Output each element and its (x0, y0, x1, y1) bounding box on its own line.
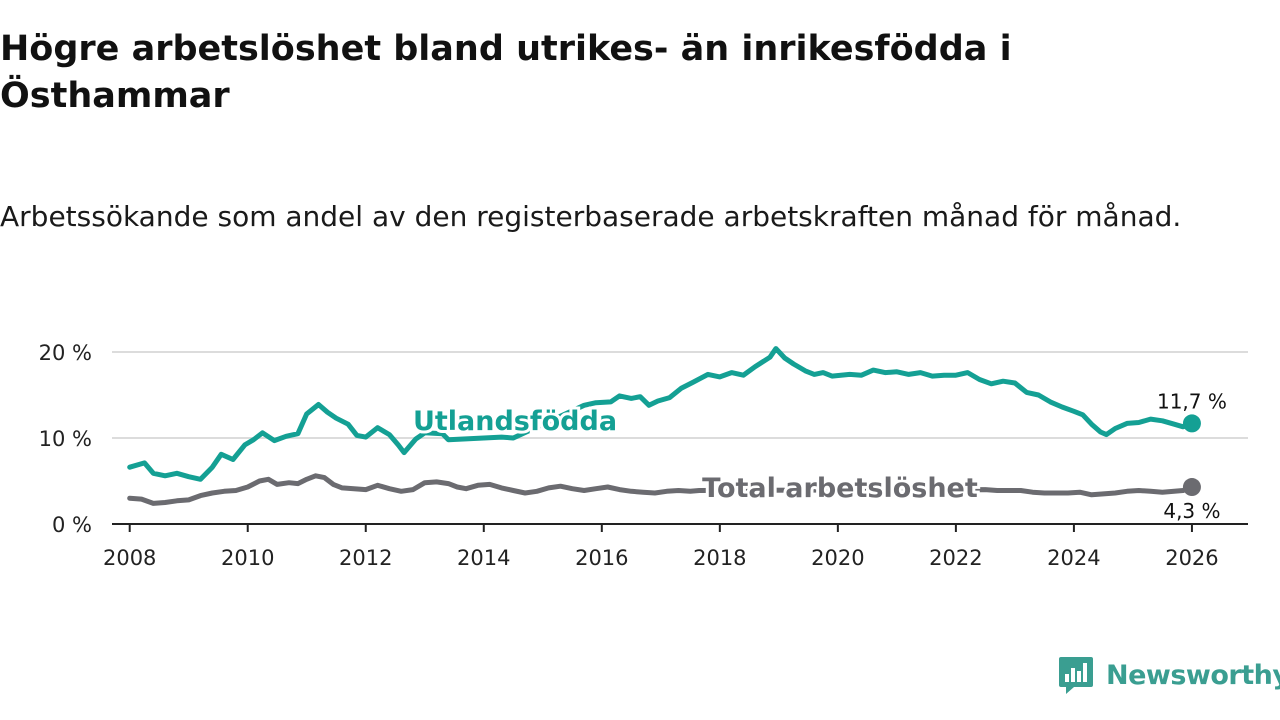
x-tick-label: 2026 (1165, 546, 1218, 570)
x-tick-label: 2016 (575, 546, 628, 570)
x-tick-label: 2018 (693, 546, 746, 570)
series-line-total (127, 473, 1195, 506)
series-label-utlandsfodda: Utlandsfödda (413, 406, 617, 437)
x-tick-label: 2020 (811, 546, 864, 570)
x-tick-label: 2012 (339, 546, 392, 570)
y-tick-label: 0 % (52, 513, 92, 537)
series-line-utlandsfodda (127, 346, 1195, 482)
y-tick-label: 20 % (39, 341, 92, 365)
x-tick-label: 2022 (929, 546, 982, 570)
chart-subtitle: Arbetssökande som andel av den registerb… (0, 200, 1182, 233)
series-label-total: Total arbetslöshet (702, 473, 978, 504)
end-value-utlandsfodda: 11,7 % (1157, 389, 1227, 413)
chart-title: Högre arbetslöshet bland utrikes- än inr… (0, 29, 1012, 116)
series-end-marker (1182, 414, 1201, 433)
x-tick-label: 2008 (103, 546, 156, 570)
x-tick-label: 2014 (457, 546, 510, 570)
y-tick-label: 10 % (39, 427, 92, 451)
series-labels: Utlandsfödda Total arbetslöshet 11,7 % 4,3 … (410, 389, 1227, 523)
newsworthy-logo-icon (1059, 657, 1093, 694)
newsworthy-logo: Newsworthy (1058, 654, 1280, 696)
series-lines (127, 346, 1201, 506)
x-tick-label: 2010 (221, 546, 274, 570)
gridlines (112, 351, 1248, 439)
end-value-total: 4,3 % (1163, 499, 1220, 523)
axes: 0 % 10 % 20 % 2008 2010 2012 2014 2016 2018 2020 2… (39, 341, 1248, 570)
series-end-marker (1182, 478, 1201, 497)
x-tick-label: 2024 (1047, 546, 1100, 570)
newsworthy-wordmark: Newsworthy (1106, 659, 1280, 691)
